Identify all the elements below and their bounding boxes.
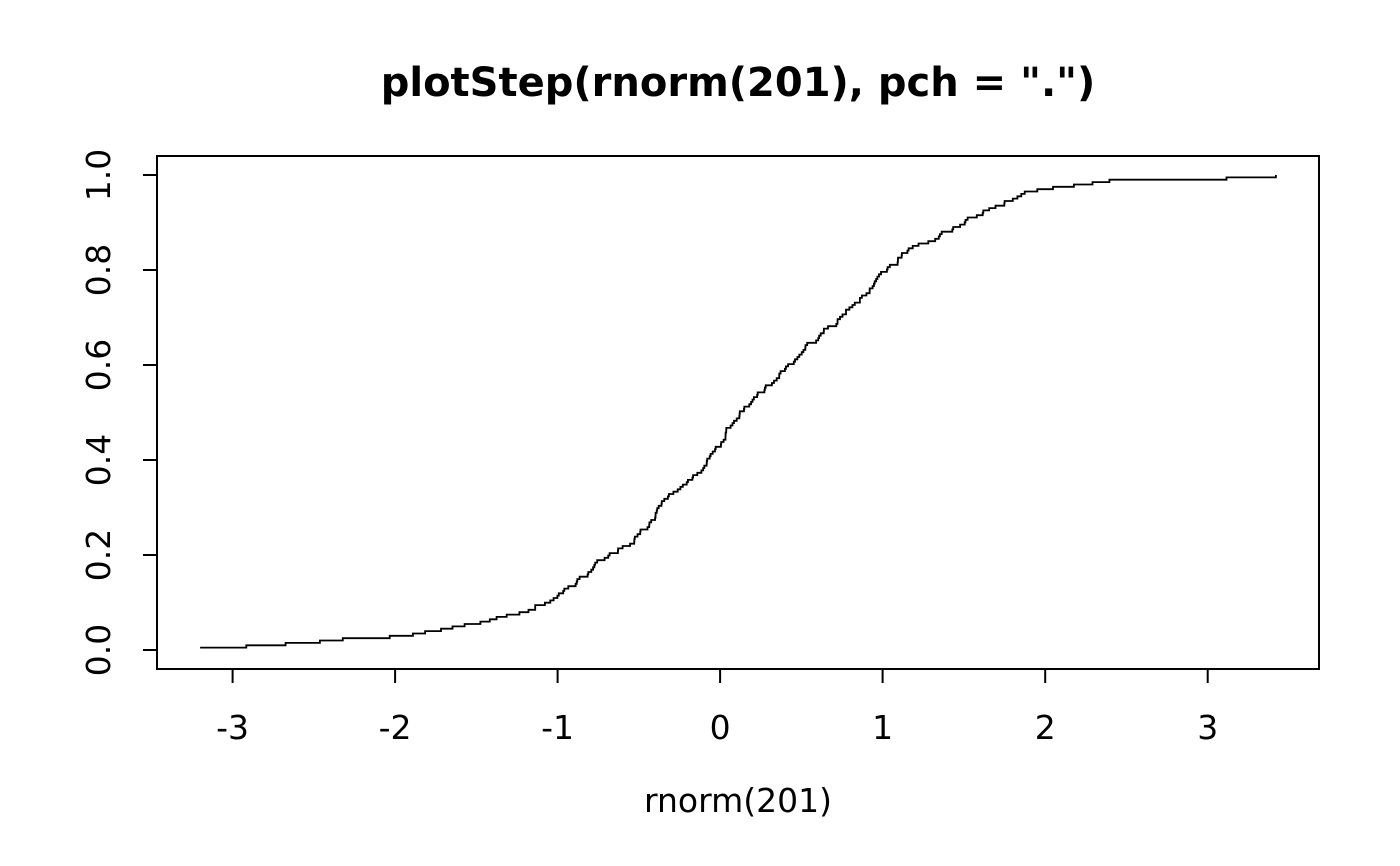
y-axis-tick-label: 1.0 bbox=[79, 149, 118, 201]
y-axis-tick-label: 0.4 bbox=[79, 434, 118, 486]
chart-title: plotStep(rnorm(201), pch = ".") bbox=[381, 60, 1096, 106]
x-axis-ticks: -3 -2 -1 0 1 2 3 bbox=[216, 669, 1218, 747]
x-axis-tick-label: 0 bbox=[710, 708, 731, 747]
y-axis-tick-label: 0.8 bbox=[79, 244, 118, 296]
x-axis-tick-label: 3 bbox=[1197, 708, 1218, 747]
ecdf-step-curve bbox=[200, 175, 1277, 649]
x-axis-tick-label: -1 bbox=[541, 708, 574, 747]
x-axis-label: rnorm(201) bbox=[644, 781, 832, 820]
y-axis-tick-label: 0.6 bbox=[79, 339, 118, 391]
x-axis-tick-label: -2 bbox=[379, 708, 412, 747]
y-axis-ticks: 0.0 0.2 0.4 0.6 0.8 1.0 bbox=[79, 149, 157, 676]
x-axis-tick-label: -3 bbox=[216, 708, 249, 747]
x-axis-tick-label: 1 bbox=[872, 708, 893, 747]
x-axis-tick-label: 2 bbox=[1035, 708, 1056, 747]
y-axis-tick-label: 0.2 bbox=[79, 529, 118, 581]
plot-box bbox=[156, 155, 1320, 670]
y-axis-tick-label: 0.0 bbox=[79, 624, 118, 676]
